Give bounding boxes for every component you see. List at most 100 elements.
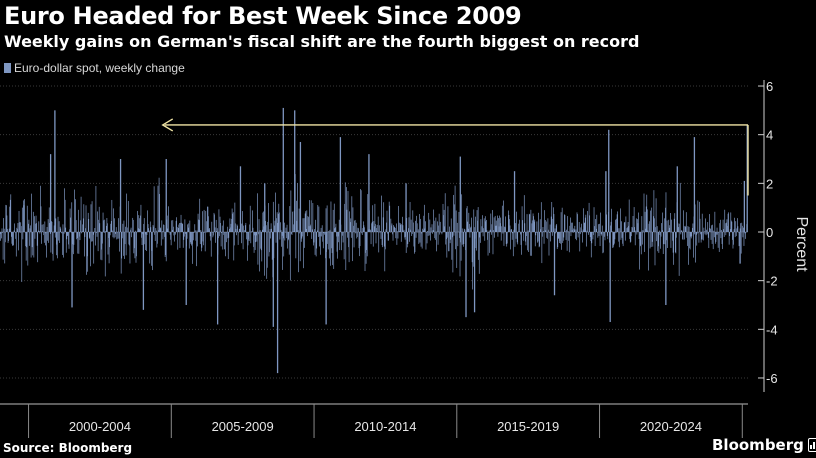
weekly-change-bar (341, 232, 342, 251)
weekly-change-bar (728, 212, 729, 232)
weekly-change-bar (201, 232, 202, 252)
weekly-change-bar (11, 232, 13, 244)
weekly-change-bar (90, 204, 92, 232)
weekly-change-bar (464, 228, 465, 232)
weekly-change-bar (65, 227, 67, 232)
weekly-change-bar (221, 225, 223, 232)
weekly-change-bar (316, 230, 318, 232)
weekly-change-bar (617, 228, 619, 232)
weekly-change-bar (469, 232, 471, 238)
weekly-change-bar (467, 221, 469, 232)
weekly-change-bar (643, 193, 645, 232)
weekly-change-bar (420, 218, 421, 232)
weekly-change-bar (475, 216, 476, 232)
weekly-change-bar (225, 231, 227, 233)
weekly-change-bar (317, 232, 319, 237)
weekly-change-bar (669, 227, 671, 232)
weekly-change-bar (128, 232, 130, 245)
weekly-change-bar (238, 231, 240, 233)
weekly-change-bar (175, 232, 176, 235)
weekly-change-bar (470, 227, 471, 232)
weekly-change-bar (85, 228, 86, 232)
weekly-change-bar (73, 232, 75, 245)
weekly-change-bar (409, 232, 410, 242)
weekly-change-bar (84, 232, 86, 237)
weekly-change-bar (484, 216, 486, 232)
weekly-change-bar (60, 228, 62, 232)
weekly-change-bar (456, 232, 458, 268)
weekly-change-bar (24, 232, 26, 233)
weekly-change-bar (636, 232, 638, 235)
weekly-change-bar (466, 208, 467, 232)
weekly-change-bar (677, 223, 679, 232)
weekly-change-bar (644, 211, 646, 232)
weekly-change-bar (637, 219, 638, 232)
weekly-change-bar (8, 228, 10, 232)
weekly-change-bar (49, 222, 51, 232)
weekly-change-bar (310, 200, 312, 232)
weekly-change-bar (572, 232, 574, 233)
weekly-change-bar (461, 232, 463, 245)
weekly-change-bar (742, 232, 744, 238)
weekly-change-bar (682, 232, 684, 240)
weekly-change-bar (63, 232, 64, 258)
weekly-change-bar (265, 225, 267, 232)
weekly-change-bar (526, 232, 527, 237)
weekly-change-bar (550, 216, 552, 232)
weekly-change-bar (25, 232, 27, 261)
weekly-change-bar (324, 232, 326, 233)
x-tick-label: 2020-2024 (640, 419, 702, 434)
weekly-change-bar (597, 232, 599, 238)
weekly-change-bar (510, 232, 511, 250)
weekly-change-bar (236, 232, 237, 236)
weekly-change-bar (57, 232, 58, 259)
weekly-change-bar (352, 207, 354, 232)
weekly-change-bar (257, 232, 259, 265)
weekly-change-bar (359, 232, 360, 257)
weekly-change-bar (534, 232, 536, 247)
weekly-change-bar (453, 232, 455, 236)
weekly-change-bar (572, 222, 573, 232)
weekly-change-bar (516, 232, 518, 243)
weekly-change-bar (105, 230, 107, 232)
weekly-change-bar (715, 232, 717, 242)
weekly-change-bar (320, 232, 321, 255)
weekly-change-bar (394, 227, 396, 232)
weekly-change-bar (159, 227, 161, 232)
weekly-change-bar (484, 232, 486, 241)
weekly-change-bar (422, 230, 424, 232)
weekly-change-bar (259, 232, 260, 272)
weekly-change-bar (230, 227, 231, 232)
weekly-change-bar (246, 232, 247, 240)
weekly-change-bar (194, 224, 196, 232)
weekly-change-bar (193, 232, 195, 241)
weekly-change-bar (471, 217, 472, 232)
weekly-change-bar (164, 232, 166, 257)
weekly-change-bar (187, 227, 189, 232)
weekly-change-bar (672, 232, 673, 241)
weekly-change-bar (686, 232, 688, 238)
y-axis-label: Percent (793, 216, 810, 272)
weekly-change-bar (503, 200, 504, 232)
weekly-change-bar (250, 232, 252, 244)
weekly-change-bar (735, 232, 737, 237)
spike-bar (459, 156, 461, 232)
weekly-change-bar (117, 232, 119, 239)
weekly-change-bar (58, 221, 60, 232)
weekly-change-bar (285, 232, 286, 233)
weekly-change-bar (162, 232, 164, 240)
weekly-change-bar (82, 224, 84, 232)
weekly-change-bar (353, 225, 354, 232)
weekly-change-bar (444, 226, 445, 232)
weekly-change-bar (646, 209, 648, 232)
weekly-change-bar (675, 232, 677, 254)
weekly-change-bar (100, 232, 102, 260)
weekly-change-bar (129, 232, 130, 246)
weekly-change-bar (575, 229, 577, 232)
weekly-change-bar (293, 224, 294, 232)
weekly-change-bar (571, 230, 573, 232)
weekly-change-bar (185, 232, 186, 234)
weekly-change-bar (580, 227, 582, 232)
weekly-change-bar (662, 232, 664, 254)
weekly-change-bar (516, 211, 517, 232)
